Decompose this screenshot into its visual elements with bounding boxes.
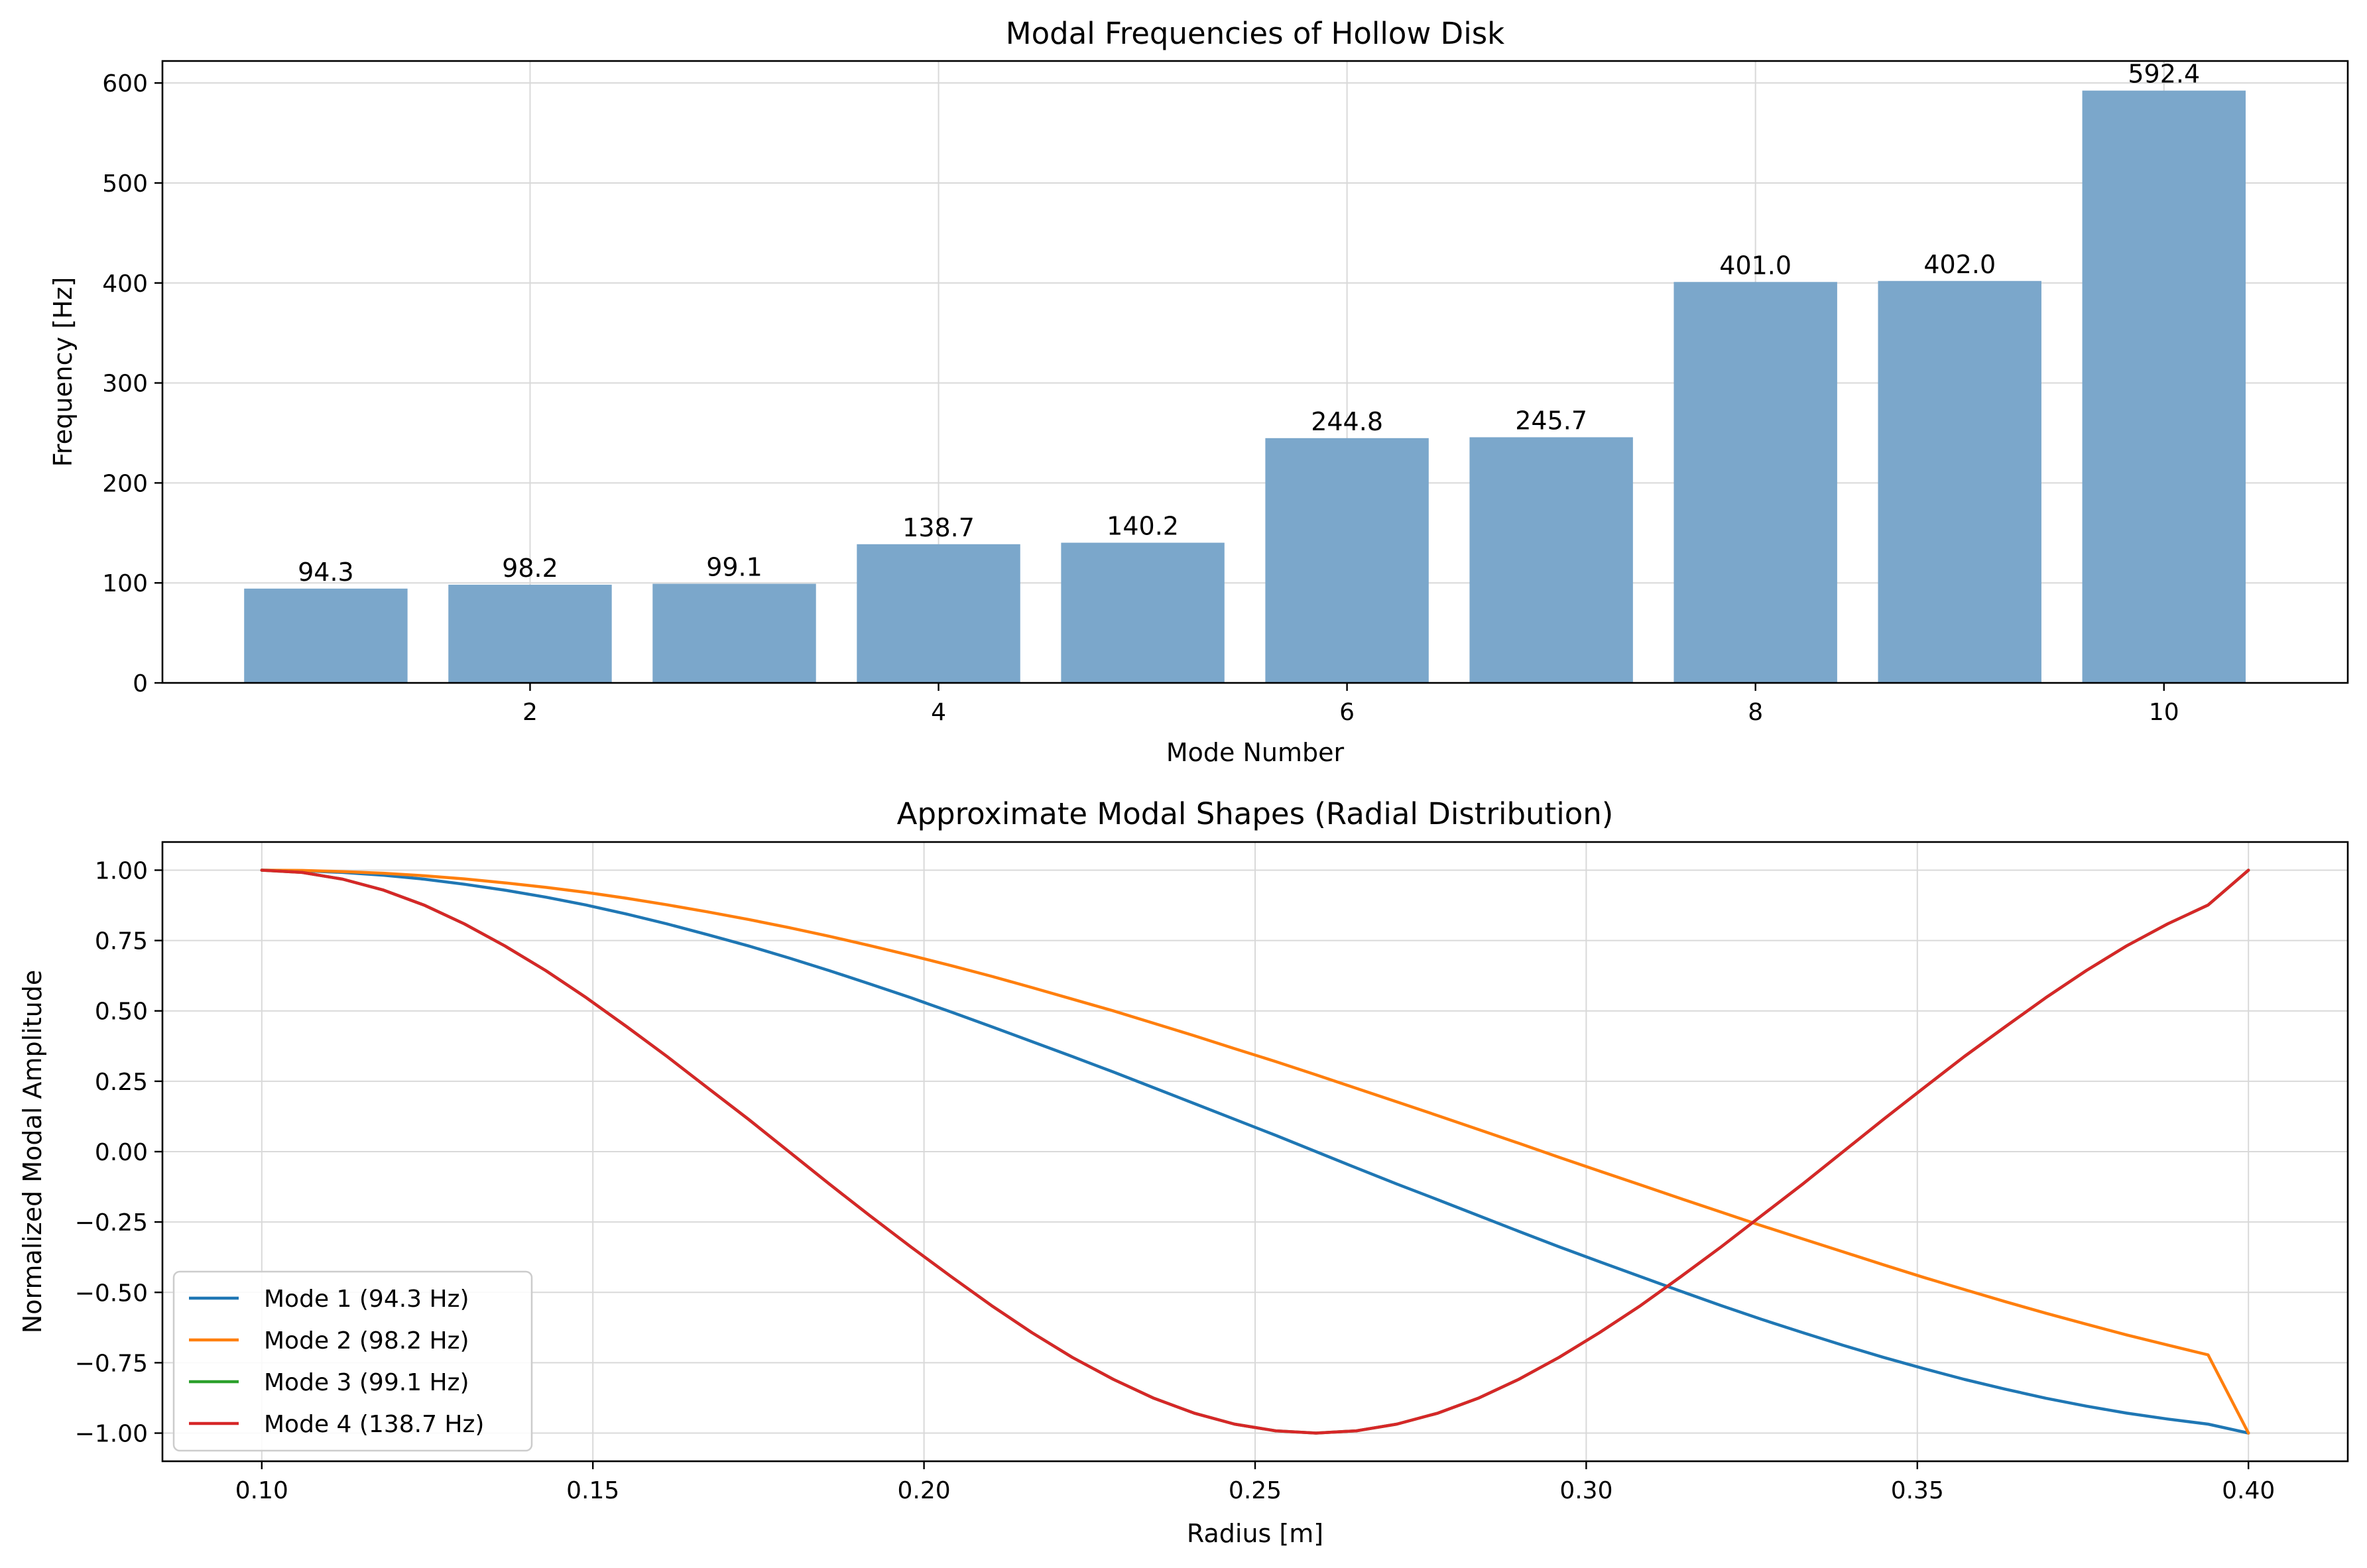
bar-value-label-mode-1: 94.3 bbox=[298, 558, 354, 587]
line-chart-ytick-label: −0.75 bbox=[75, 1350, 148, 1377]
bar-value-label-mode-5: 140.2 bbox=[1107, 512, 1179, 541]
bar-chart-xtick-label: 2 bbox=[522, 699, 538, 726]
bar-value-label-mode-6: 244.8 bbox=[1311, 407, 1383, 436]
bar-mode-3 bbox=[652, 583, 816, 683]
legend-label-mode-1: Mode 1 (94.3 Hz) bbox=[264, 1286, 469, 1313]
series-line-mode-2 bbox=[260, 869, 2250, 1435]
bar-chart-title: Modal Frequencies of Hollow Disk bbox=[1006, 16, 1504, 51]
line-chart-ytick-label: −0.25 bbox=[75, 1209, 148, 1236]
bar-mode-1 bbox=[244, 588, 408, 683]
line-chart-ytick-label: 1.00 bbox=[95, 857, 148, 884]
line-chart-ytick-label: −1.00 bbox=[75, 1421, 148, 1448]
line-chart-xtick-label: 0.30 bbox=[1559, 1477, 1612, 1504]
bar-chart-ytick-label: 0 bbox=[133, 670, 148, 697]
bar-chart-bars bbox=[244, 90, 2246, 684]
bar-mode-8 bbox=[1673, 282, 1837, 684]
line-chart-title: Approximate Modal Shapes (Radial Distrib… bbox=[897, 796, 1614, 831]
bar-value-label-mode-3: 99.1 bbox=[706, 553, 762, 582]
bar-chart-frame bbox=[161, 60, 2349, 684]
bar-chart-xtick-label: 8 bbox=[1748, 699, 1763, 726]
bar-mode-9 bbox=[1878, 280, 2041, 683]
bar-mode-10 bbox=[2082, 90, 2246, 683]
bar-mode-2 bbox=[448, 584, 612, 683]
bar-chart-ytick-label: 600 bbox=[102, 70, 148, 97]
line-chart-xtick-label: 0.20 bbox=[898, 1477, 951, 1504]
bar-chart: Modal Frequencies of Hollow Disk 94.3 98.… bbox=[48, 16, 2349, 767]
bar-chart-xtick-label: 6 bbox=[1339, 699, 1355, 726]
line-chart-xtick-label: 0.35 bbox=[1891, 1477, 1944, 1504]
bar-chart-ytick-label: 100 bbox=[102, 570, 148, 597]
line-chart-ticks: 0.10 0.15 0.20 0.25 0.30 0.35 0.40 1.00 0.75 0.50… bbox=[75, 857, 2276, 1504]
bar-chart-value-labels: 94.3 98.2 99.1 138.7 140.2 244.8 245.7 401.0 402… bbox=[298, 60, 2200, 587]
bar-mode-4 bbox=[857, 544, 1020, 683]
bar-value-label-mode-10: 592.4 bbox=[2128, 60, 2200, 89]
legend-label-mode-4: Mode 4 (138.7 Hz) bbox=[264, 1411, 484, 1438]
bar-mode-5 bbox=[1061, 542, 1225, 683]
series-line-mode-4 bbox=[260, 869, 2250, 1435]
bar-mode-6 bbox=[1265, 438, 1429, 683]
bar-value-label-mode-7: 245.7 bbox=[1515, 406, 1587, 435]
bar-value-label-mode-8: 401.0 bbox=[1719, 251, 1791, 280]
bar-chart-xlabel: Mode Number bbox=[1166, 738, 1345, 767]
bar-chart-ytick-label: 300 bbox=[102, 371, 148, 398]
legend-box bbox=[172, 1270, 533, 1452]
bar-chart-xtick-label: 10 bbox=[2149, 699, 2179, 726]
legend-label-mode-3: Mode 3 (99.1 Hz) bbox=[264, 1369, 469, 1396]
line-chart-grid bbox=[162, 842, 2348, 1461]
bar-chart-ytick-label: 500 bbox=[102, 170, 148, 198]
line-chart: Approximate Modal Shapes (Radial Distrib… bbox=[18, 796, 2349, 1548]
line-chart-series bbox=[260, 869, 2250, 1435]
bar-value-label-mode-2: 98.2 bbox=[502, 554, 558, 583]
bar-mode-7 bbox=[1469, 437, 1633, 683]
line-chart-xtick-label: 0.25 bbox=[1229, 1477, 1282, 1504]
line-chart-legend: Mode 1 (94.3 Hz) Mode 2 (98.2 Hz) Mode 3 (… bbox=[172, 1270, 533, 1452]
line-chart-ytick-label: 0.00 bbox=[95, 1139, 148, 1166]
bar-chart-xtick-label: 4 bbox=[931, 699, 946, 726]
legend-label-mode-2: Mode 2 (98.2 Hz) bbox=[264, 1327, 469, 1355]
bar-value-label-mode-4: 138.7 bbox=[902, 513, 975, 542]
bar-chart-ytick-label: 200 bbox=[102, 470, 148, 497]
line-chart-ytick-label: 0.50 bbox=[95, 998, 148, 1026]
line-chart-xtick-label: 0.10 bbox=[235, 1477, 288, 1504]
bar-value-label-mode-9: 402.0 bbox=[1923, 250, 1996, 279]
line-chart-ytick-label: −0.50 bbox=[75, 1280, 148, 1307]
line-chart-xtick-label: 0.40 bbox=[2222, 1477, 2275, 1504]
line-chart-ytick-label: 0.25 bbox=[95, 1069, 148, 1096]
line-chart-ylabel: Normalized Modal Amplitude bbox=[18, 970, 47, 1333]
line-chart-ytick-label: 0.75 bbox=[95, 928, 148, 955]
series-line-mode-1 bbox=[260, 869, 2250, 1435]
bar-chart-ytick-label: 400 bbox=[102, 271, 148, 298]
line-chart-xtick-label: 0.15 bbox=[566, 1477, 619, 1504]
line-chart-xlabel: Radius [m] bbox=[1187, 1519, 1323, 1548]
bar-chart-ylabel: Frequency [Hz] bbox=[48, 277, 78, 467]
